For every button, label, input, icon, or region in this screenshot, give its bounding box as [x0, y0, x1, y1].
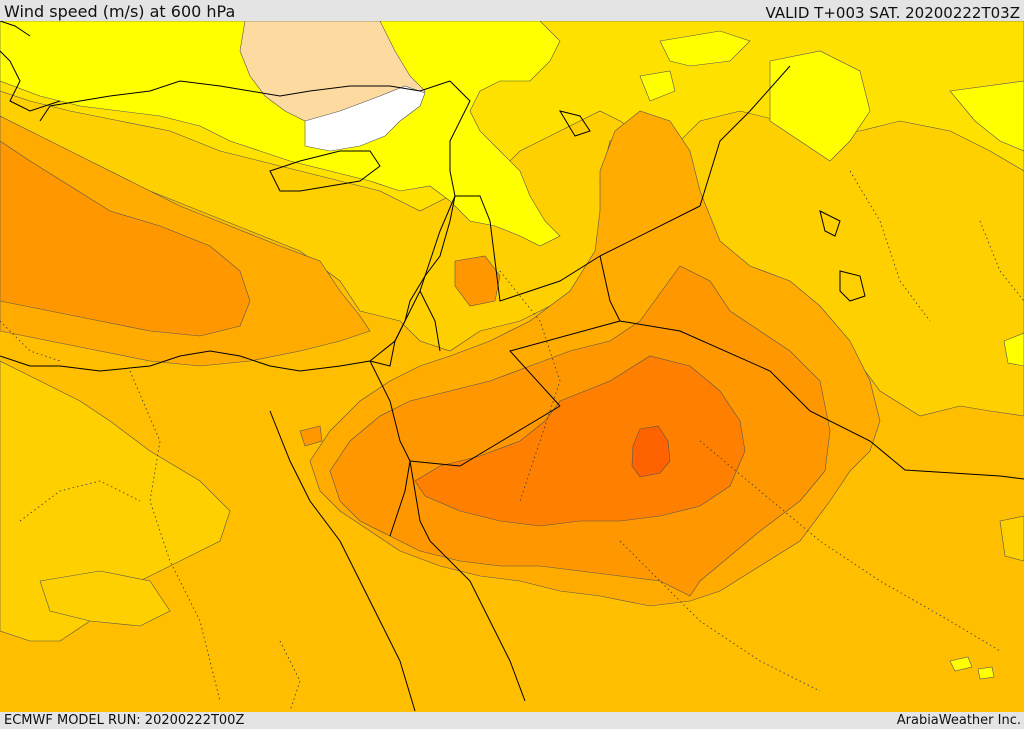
title-bar: Wind speed (m/s) at 600 hPa VALID T+003 … — [0, 0, 1024, 22]
field-gold-sw — [39, 570, 171, 627]
field-orange-west-core — [0, 140, 251, 337]
field-yellow-blob-1 — [949, 656, 973, 672]
field-orange-patch-2 — [299, 425, 323, 447]
coastlines — [0, 21, 866, 712]
field-yellow-east-3 — [659, 30, 751, 67]
dotted-borders — [0, 170, 1024, 712]
map-title: Wind speed (m/s) at 600 hPa — [4, 2, 236, 21]
field-white — [304, 85, 426, 152]
field-yellow-east-1 — [769, 50, 871, 162]
field-sw-amber — [999, 515, 1024, 562]
field-yellow-east-2 — [949, 80, 1024, 152]
footer-bar: ECMWF MODEL RUN: 20200222T00Z ArabiaWeat… — [0, 712, 1024, 729]
field-gold-west — [0, 360, 231, 642]
field-orange-patch-1 — [454, 255, 501, 307]
field-yellow-north — [0, 21, 561, 247]
field-yellow-blob-3 — [1003, 332, 1024, 367]
wind-speed-map — [0, 21, 1024, 712]
model-run-label: ECMWF MODEL RUN: 20200222T00Z — [4, 713, 245, 728]
field-yellow-east-4 — [639, 70, 676, 102]
field-yellow-blob-2 — [977, 666, 995, 680]
field-peak — [631, 425, 671, 478]
field-orange-dark — [414, 355, 746, 527]
valid-time-label: VALID T+003 SAT. 20200222T03Z — [765, 4, 1020, 22]
credit-label: ArabiaWeather Inc. — [896, 713, 1021, 728]
